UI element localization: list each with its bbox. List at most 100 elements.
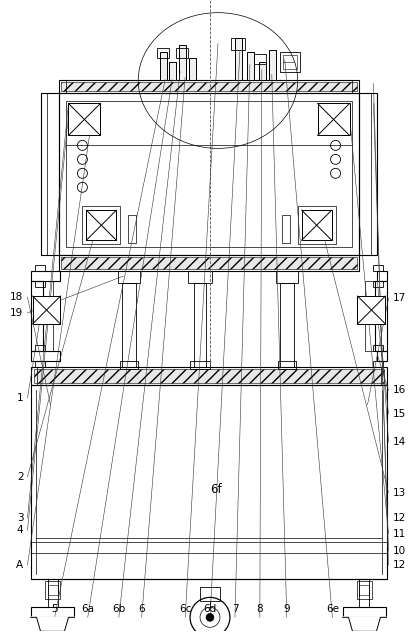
Text: 6e: 6e: [326, 604, 339, 614]
Text: 6f: 6f: [210, 483, 222, 496]
Bar: [31, 542, 387, 554]
Text: 16: 16: [393, 386, 406, 396]
Bar: [157, 47, 169, 58]
Bar: [67, 102, 352, 247]
Text: 18: 18: [10, 292, 23, 302]
Bar: [359, 585, 369, 595]
Bar: [35, 281, 45, 287]
Text: 14: 14: [393, 437, 406, 447]
Bar: [374, 281, 384, 287]
Text: 12: 12: [393, 513, 406, 523]
Text: 6b: 6b: [112, 604, 126, 614]
Bar: [359, 580, 369, 607]
Bar: [34, 369, 384, 383]
Bar: [87, 210, 116, 240]
Text: 19: 19: [10, 308, 23, 318]
Bar: [42, 281, 52, 351]
Bar: [302, 210, 332, 240]
Text: 6c: 6c: [179, 604, 191, 614]
Bar: [169, 61, 176, 80]
Bar: [269, 49, 276, 80]
Text: 6a: 6a: [81, 604, 94, 614]
Bar: [280, 52, 300, 71]
Text: 2: 2: [17, 472, 23, 482]
Bar: [276, 271, 298, 283]
Bar: [120, 361, 138, 369]
Text: 1: 1: [17, 393, 23, 403]
Bar: [35, 361, 45, 367]
Bar: [31, 385, 387, 580]
Bar: [59, 94, 359, 255]
Bar: [194, 283, 206, 367]
Bar: [359, 94, 377, 255]
Bar: [342, 607, 386, 617]
Bar: [118, 271, 140, 283]
Text: 12: 12: [393, 560, 406, 570]
Bar: [200, 587, 220, 602]
Polygon shape: [342, 617, 386, 631]
Bar: [298, 206, 336, 244]
Bar: [189, 58, 196, 80]
Circle shape: [206, 613, 214, 621]
Bar: [160, 52, 167, 80]
Bar: [35, 265, 45, 271]
Bar: [247, 52, 254, 80]
Text: 7: 7: [232, 604, 238, 614]
Bar: [31, 271, 60, 281]
Bar: [47, 580, 57, 607]
Text: 8: 8: [257, 604, 263, 614]
Text: 6: 6: [139, 604, 145, 614]
Bar: [32, 296, 60, 324]
Text: 9: 9: [283, 604, 290, 614]
Bar: [41, 94, 59, 255]
Text: 6d: 6d: [203, 604, 217, 614]
Bar: [35, 345, 45, 351]
Bar: [62, 82, 357, 92]
Bar: [59, 80, 359, 94]
Bar: [47, 585, 57, 595]
Bar: [179, 45, 186, 80]
Bar: [45, 581, 60, 599]
Bar: [128, 216, 136, 243]
Text: 17: 17: [393, 293, 406, 303]
Text: 5: 5: [51, 604, 58, 614]
Bar: [259, 61, 266, 80]
Bar: [188, 271, 212, 283]
Bar: [31, 607, 74, 617]
Bar: [190, 361, 210, 369]
Bar: [375, 281, 387, 351]
Bar: [69, 104, 100, 135]
Text: 15: 15: [393, 409, 406, 419]
Bar: [62, 257, 357, 269]
Text: 13: 13: [393, 487, 406, 497]
Bar: [31, 351, 60, 361]
Bar: [59, 255, 359, 271]
Bar: [122, 283, 136, 367]
Polygon shape: [31, 617, 74, 631]
Bar: [366, 281, 375, 351]
Bar: [377, 271, 387, 281]
Text: 4: 4: [17, 525, 23, 535]
Text: 3: 3: [17, 513, 23, 523]
Bar: [377, 351, 387, 361]
Bar: [374, 265, 384, 271]
Bar: [82, 206, 120, 244]
Bar: [31, 367, 387, 385]
Bar: [278, 361, 296, 369]
Bar: [282, 216, 290, 243]
Bar: [374, 345, 384, 351]
Text: 11: 11: [393, 528, 406, 538]
Text: 10: 10: [393, 545, 406, 556]
Bar: [280, 283, 294, 367]
Text: A: A: [16, 560, 23, 570]
Bar: [357, 296, 385, 324]
Bar: [283, 54, 297, 68]
Bar: [235, 38, 242, 80]
Bar: [231, 38, 245, 49]
Bar: [254, 54, 266, 64]
Bar: [318, 104, 349, 135]
Bar: [176, 47, 188, 58]
Bar: [31, 281, 42, 351]
Bar: [357, 581, 372, 599]
Bar: [374, 361, 384, 367]
